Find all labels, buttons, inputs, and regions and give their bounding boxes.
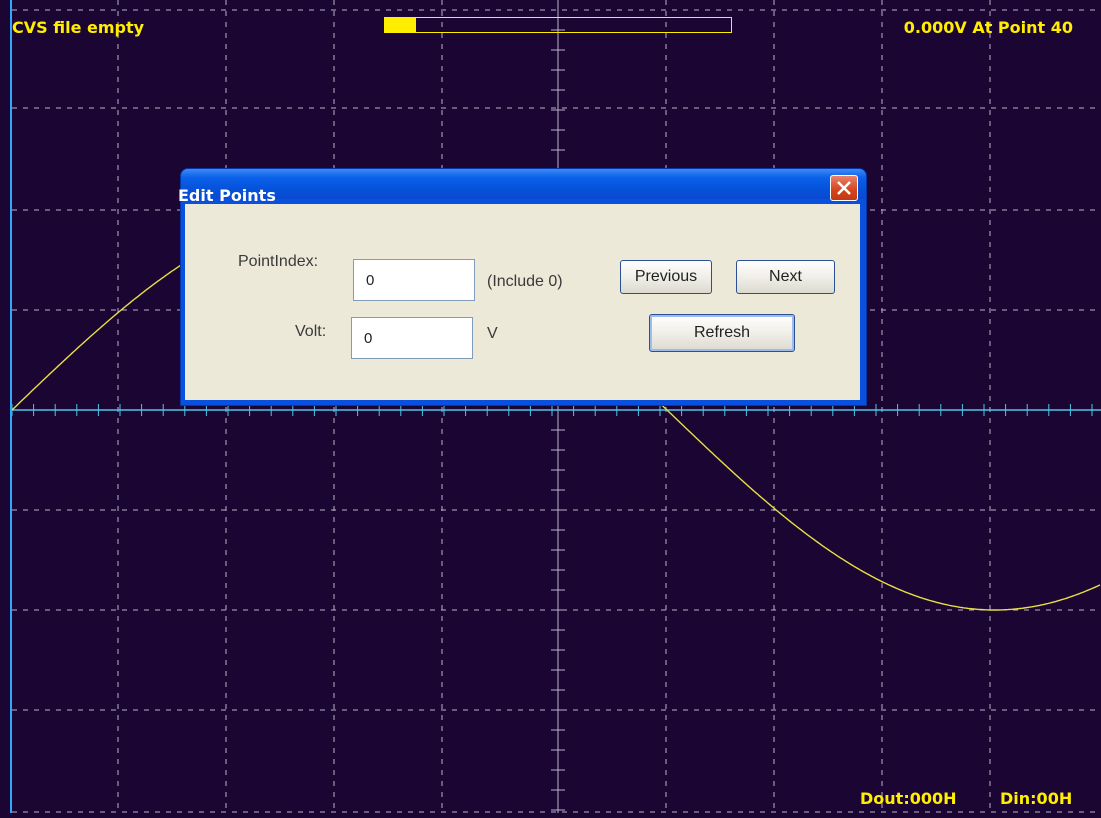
close-button[interactable]: [830, 175, 858, 201]
edit-points-dialog: Edit Points PointIndex: (Include 0) Volt…: [178, 169, 866, 405]
close-icon: [837, 181, 851, 195]
dout-readout: Dout:000H: [860, 789, 957, 808]
point-index-input[interactable]: [353, 259, 475, 301]
refresh-button[interactable]: Refresh: [649, 314, 795, 352]
voltage-readout: 0.000V At Point 40: [903, 18, 1073, 37]
dialog-titlebar[interactable]: Edit Points: [178, 169, 866, 205]
progress-fill: [385, 18, 417, 32]
file-status-text: CVS file empty: [12, 18, 145, 37]
include-note-label: (Include 0): [487, 273, 563, 290]
volt-unit-label: V: [487, 325, 498, 342]
left-edge-marker: [10, 0, 12, 813]
previous-button[interactable]: Previous: [620, 260, 712, 294]
dialog-title: Edit Points: [178, 186, 276, 205]
next-button[interactable]: Next: [736, 260, 835, 294]
volt-label: Volt:: [295, 323, 327, 340]
din-readout: Din:00H: [1000, 789, 1073, 808]
dialog-body: PointIndex: (Include 0) Volt: V Previous…: [185, 204, 860, 400]
volt-input[interactable]: [351, 317, 473, 359]
point-index-label: PointIndex:: [238, 253, 319, 270]
progress-bar: [384, 17, 732, 33]
